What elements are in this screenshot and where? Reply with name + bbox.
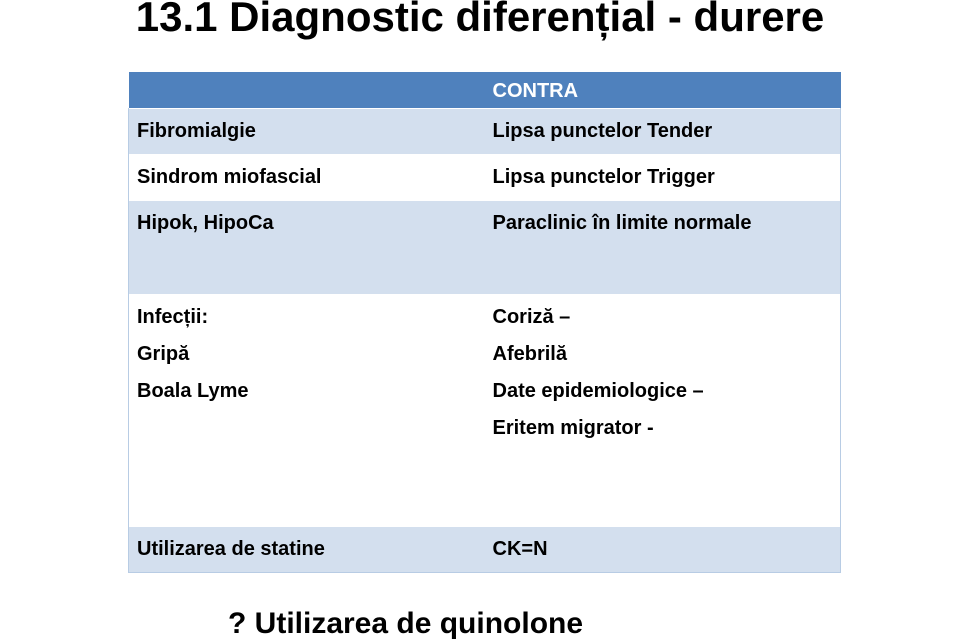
cell-line: Lipsa punctelor Tender xyxy=(492,120,713,142)
cell-line: Afebrilă xyxy=(492,343,567,365)
cell-line: Hipok, HipoCa xyxy=(137,212,274,234)
header-cell-left xyxy=(128,72,485,109)
cell-line: Infecții: xyxy=(137,306,209,328)
cell-line: Date epidemiologice – xyxy=(492,380,704,402)
table-row: Sindrom miofascial Lipsa punctelor Trigg… xyxy=(128,154,841,201)
cell-line: Paraclinic în limite normale xyxy=(492,212,752,234)
table-header-row: CONTRA xyxy=(128,72,841,109)
cell-line: Boala Lyme xyxy=(137,380,249,402)
table-row: Hipok, HipoCa Paraclinic în limite norma… xyxy=(128,200,841,295)
row-contra: CK=N xyxy=(484,526,841,573)
cell-line: Coriză – xyxy=(492,306,571,328)
row-contra: Paraclinic în limite normale xyxy=(484,200,841,295)
cell-line: Eritem migrator - xyxy=(492,417,654,439)
header-cell-contra: CONTRA xyxy=(484,72,841,109)
row-condition: Hipok, HipoCa xyxy=(128,200,485,295)
row-condition: Fibromialgie xyxy=(128,108,485,155)
cell-line: Lipsa punctelor Trigger xyxy=(492,166,715,188)
row-contra: Lipsa punctelor Trigger xyxy=(484,154,841,201)
table-row: Infecții: Gripă Boala Lyme Coriză – Afeb… xyxy=(128,294,841,527)
row-condition: Sindrom miofascial xyxy=(128,154,485,201)
row-contra: Lipsa punctelor Tender xyxy=(484,108,841,155)
footnote-quinolone: ? Utilizarea de quinolone xyxy=(228,607,584,640)
cell-line: Utilizarea de statine xyxy=(137,538,325,560)
row-condition: Utilizarea de statine xyxy=(128,526,485,573)
row-contra: Coriză – Afebrilă Date epidemiologice – … xyxy=(484,294,841,527)
row-condition: Infecții: Gripă Boala Lyme xyxy=(128,294,485,527)
differential-table: CONTRA Fibromialgie Lipsa punctelor Tend… xyxy=(128,72,841,573)
table-row: Utilizarea de statine CK=N xyxy=(128,526,841,573)
cell-line: CK=N xyxy=(492,538,548,560)
table-row: Fibromialgie Lipsa punctelor Tender xyxy=(128,108,841,155)
cell-line: Fibromialgie xyxy=(137,120,256,142)
slide-title: 13.1 Diagnostic diferențial - durere xyxy=(135,0,825,40)
cell-line: Sindrom miofascial xyxy=(137,166,322,188)
cell-line: Gripă xyxy=(137,343,190,365)
